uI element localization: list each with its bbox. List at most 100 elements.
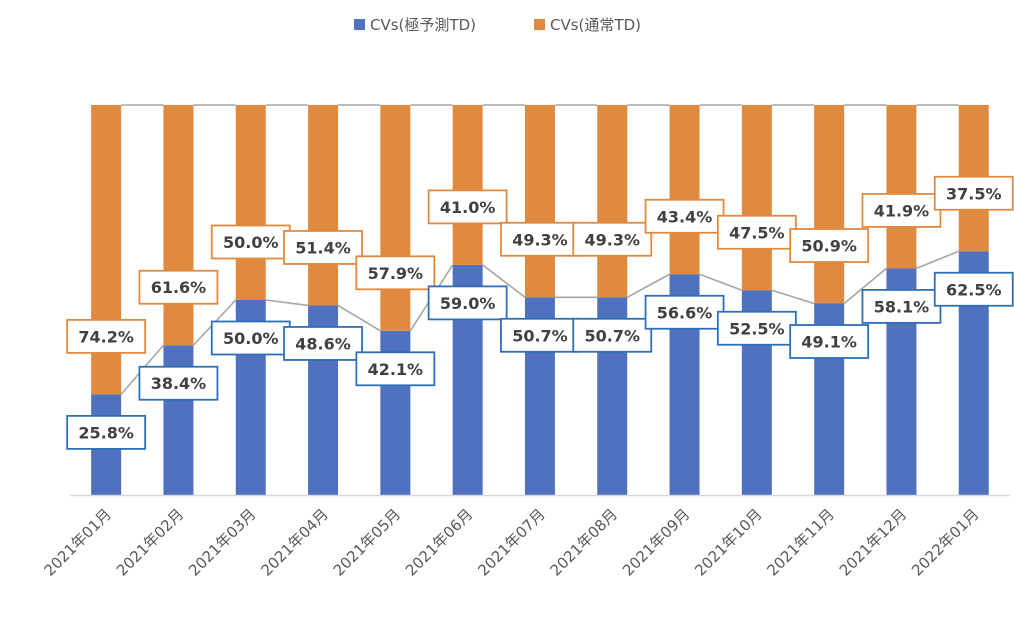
legend-swatch-1 bbox=[534, 19, 545, 30]
legend-label-1: CVs(通常TD) bbox=[550, 16, 641, 34]
data-label-series0-9: 52.5% bbox=[716, 310, 797, 346]
data-label-series0-9-box bbox=[716, 310, 797, 346]
series-line-lower-3 bbox=[337, 304, 381, 332]
x-tick-label-1: 2021年02月 bbox=[113, 505, 187, 579]
data-label-series0-12-box bbox=[933, 271, 1014, 307]
data-label-series0-10: 49.1% bbox=[789, 324, 870, 359]
x-tick-label-3: 2021年04月 bbox=[257, 505, 331, 579]
data-labels: 25.8% 74.2% 38.4% 61.6% 50.0% 50.0% 48.6% 51.4%… bbox=[66, 175, 1014, 450]
data-label-series1-2-box bbox=[210, 224, 291, 260]
x-tick-label-7: 2021年08月 bbox=[547, 505, 621, 579]
data-label-series0-10-text: 49.1% bbox=[801, 333, 857, 352]
data-label-series0-2-box bbox=[210, 320, 291, 356]
data-label-series1-3-text: 51.4% bbox=[295, 238, 351, 257]
data-label-series1-1-text: 61.6% bbox=[151, 278, 207, 297]
data-label-series1-4-box bbox=[355, 255, 436, 291]
x-tick-label-11: 2021年12月 bbox=[836, 505, 910, 579]
bars bbox=[91, 105, 989, 495]
data-label-series1-8: 43.4% bbox=[644, 198, 725, 234]
data-label-series1-8-text: 43.4% bbox=[657, 207, 713, 226]
data-label-series1-2: 50.0% bbox=[210, 224, 291, 260]
data-label-series1-12-box bbox=[933, 175, 1014, 211]
data-label-series0-6-box bbox=[500, 317, 580, 353]
data-label-series0-5-box bbox=[427, 285, 508, 321]
bar-series1-9 bbox=[741, 105, 772, 291]
series-line-lower-11 bbox=[916, 250, 960, 270]
data-label-series0-4-box bbox=[355, 351, 436, 387]
bar-series1-5 bbox=[452, 105, 483, 265]
data-label-series1-12: 37.5% bbox=[933, 175, 1014, 211]
data-label-series0-7-box bbox=[572, 317, 653, 353]
bar-series1-1 bbox=[163, 105, 194, 346]
data-label-series1-9: 47.5% bbox=[716, 214, 797, 250]
series-line-lower-8 bbox=[699, 273, 743, 291]
data-label-series1-7-box bbox=[572, 221, 653, 257]
data-label-series0-5: 59.0% bbox=[427, 285, 508, 321]
data-label-series0-1-text: 38.4% bbox=[151, 374, 207, 393]
data-label-series1-11: 41.9% bbox=[861, 193, 942, 228]
data-label-series1-4: 57.9% bbox=[355, 255, 436, 291]
data-label-series1-0-box bbox=[66, 318, 147, 354]
data-label-series1-11-box bbox=[861, 193, 942, 228]
x-tick-label-5: 2021年06月 bbox=[402, 505, 476, 579]
legend-label-0: CVs(極予測TD) bbox=[370, 16, 476, 34]
data-label-series1-4-text: 57.9% bbox=[368, 264, 424, 283]
data-label-series0-8: 56.6% bbox=[644, 294, 725, 330]
data-label-series0-11: 58.1% bbox=[861, 289, 942, 324]
data-label-series0-11-text: 58.1% bbox=[874, 297, 930, 316]
data-label-series0-1: 38.4% bbox=[138, 365, 219, 401]
x-tick-labels: 2021年01月2021年02月2021年03月2021年04月2021年05月… bbox=[41, 505, 983, 579]
data-label-series0-6: 50.7% bbox=[500, 317, 580, 353]
x-tick-label-8: 2021年09月 bbox=[619, 505, 693, 579]
bar-series1-8 bbox=[669, 105, 700, 275]
data-label-series1-5: 41.0% bbox=[427, 189, 508, 225]
data-label-series0-3-text: 48.6% bbox=[295, 334, 351, 353]
data-label-series0-12: 62.5% bbox=[933, 271, 1014, 307]
data-label-series1-7: 49.3% bbox=[572, 221, 653, 257]
data-label-series1-3: 51.4% bbox=[283, 230, 363, 265]
x-tick-label-9: 2021年10月 bbox=[691, 505, 765, 579]
data-label-series1-7-text: 49.3% bbox=[584, 230, 640, 249]
data-label-series1-1-box bbox=[138, 269, 219, 305]
bar-series1-10 bbox=[814, 105, 845, 304]
data-label-series0-7-text: 50.7% bbox=[584, 326, 640, 345]
x-tick-label-4: 2021年05月 bbox=[330, 505, 404, 579]
data-label-series0-0-text: 25.8% bbox=[78, 423, 134, 442]
data-label-series1-10-text: 50.9% bbox=[801, 237, 857, 256]
data-label-series0-4-text: 42.1% bbox=[368, 360, 424, 379]
legend-swatch-0 bbox=[354, 19, 365, 30]
bar-series1-2 bbox=[235, 105, 266, 300]
data-label-series1-6-text: 49.3% bbox=[512, 230, 568, 249]
series-line-lower-2 bbox=[265, 299, 309, 307]
bar-series1-7 bbox=[597, 105, 628, 298]
data-label-series0-8-box bbox=[644, 294, 725, 330]
series-line-lower-7 bbox=[626, 273, 670, 298]
x-tick-label-0: 2021年01月 bbox=[41, 505, 115, 579]
data-label-series1-5-text: 41.0% bbox=[440, 198, 496, 217]
data-label-series1-0: 74.2% bbox=[66, 318, 147, 354]
x-tick-label-2: 2021年03月 bbox=[185, 505, 259, 579]
data-label-series1-1: 61.6% bbox=[138, 269, 219, 305]
data-label-series1-6: 49.3% bbox=[500, 221, 580, 257]
data-label-series0-6-text: 50.7% bbox=[512, 326, 568, 345]
bar-series1-6 bbox=[524, 105, 555, 298]
series-line-lower-10 bbox=[843, 267, 887, 305]
data-label-series0-0-box bbox=[66, 414, 147, 450]
data-label-series1-6-box bbox=[500, 221, 580, 257]
x-tick-label-10: 2021年11月 bbox=[764, 505, 838, 579]
bar-series1-3 bbox=[308, 105, 339, 306]
data-label-series0-3-box bbox=[283, 326, 363, 361]
x-tick-label-6: 2021年07月 bbox=[474, 505, 548, 579]
data-label-series0-4: 42.1% bbox=[355, 351, 436, 387]
data-label-series1-10: 50.9% bbox=[789, 228, 870, 263]
data-label-series1-3-box bbox=[283, 230, 363, 265]
data-label-series0-3: 48.6% bbox=[283, 326, 363, 361]
data-label-series1-12-text: 37.5% bbox=[946, 184, 1002, 203]
legend: CVs(極予測TD) CVs(通常TD) bbox=[354, 16, 641, 34]
bar-series1-4 bbox=[380, 105, 411, 331]
data-label-series0-1-box bbox=[138, 365, 219, 401]
data-label-series1-10-box bbox=[789, 228, 870, 263]
data-label-series0-0: 25.8% bbox=[66, 414, 147, 450]
series-line-lower-9 bbox=[771, 289, 815, 305]
